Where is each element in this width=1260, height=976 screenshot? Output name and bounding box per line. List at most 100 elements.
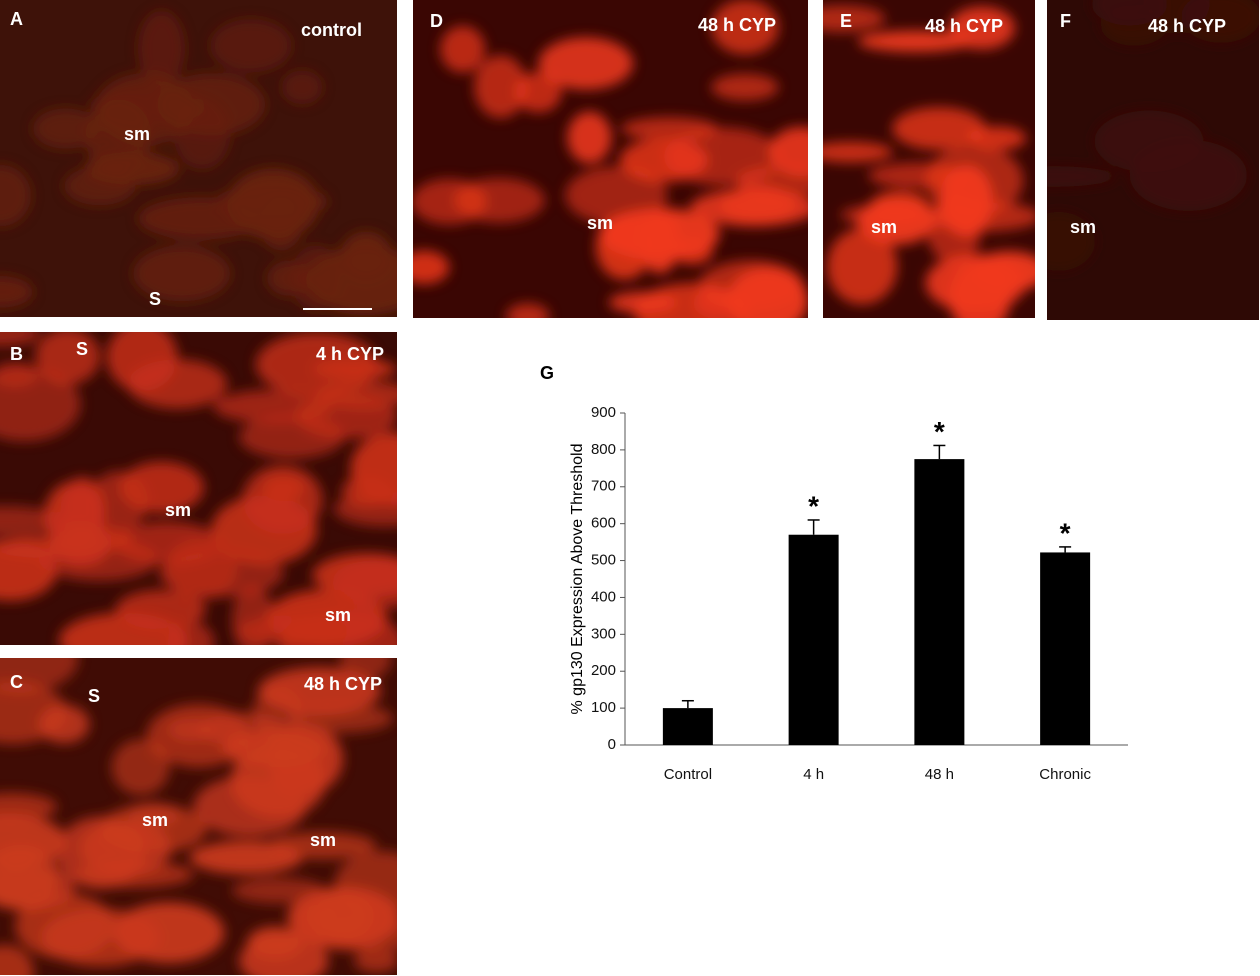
x-tick-label: 48 h [925,766,954,783]
tissue-bundle [255,332,379,397]
micrograph-panel: D 48 h CYP sm [413,0,808,318]
tissue-bundle [693,288,740,318]
tissue-bundle [0,275,34,308]
tissue-label: sm [587,213,613,233]
x-tick-label: 4 h [803,766,824,783]
y-tick-label: 100 [591,699,616,716]
tissue-bundle [1047,211,1096,271]
tissue [0,332,397,645]
tissue-label: S [76,339,88,359]
tissue-bundle [868,191,931,225]
tissue-bundle [167,621,215,645]
error-bar [1059,546,1072,553]
bar [1040,552,1091,745]
panel-label: E [840,11,852,31]
tissue-bundle [768,126,808,177]
y-tick-label: 200 [591,662,616,679]
tissue-bundle [354,948,397,973]
tissue-bundle [258,667,381,716]
tissue-bundle [106,332,178,392]
tissue-bundle [38,704,90,744]
tissue-bundle [689,188,808,227]
panel-caption: 48 h CYP [1148,16,1226,36]
y-tick-label: 500 [591,552,616,569]
tissue-bundle [474,55,527,118]
tissue-bundle [0,366,81,442]
significance-marker: * [808,490,819,521]
tissue-bundle [119,461,204,514]
tissue-bundle [0,540,58,601]
tissue-bundle [1047,166,1116,187]
bar [662,708,713,745]
tissue-bundle [63,166,136,206]
tissue-label: sm [142,810,168,830]
tissue-label: S [149,289,161,309]
tissue-bundle [506,303,550,318]
tissue-bundle [350,432,397,506]
bar [914,459,965,745]
tissue-bundle [35,332,100,385]
x-tick-label: Control [664,766,712,783]
panel-label: D [430,11,443,31]
panel-caption: 48 h CYP [304,674,382,694]
tissue-bundle [95,73,195,145]
tissue-bundle [726,267,808,318]
tissue-bundle [711,0,779,55]
significance-marker: * [934,416,945,447]
micrograph-panel: F 48 h CYP sm [1047,0,1259,320]
tissue-bundle [137,10,186,87]
y-tick-label: 900 [591,404,616,421]
tissue-bundle [0,813,66,869]
panel-caption: 48 h CYP [925,16,1003,36]
tissue-bundle [826,228,898,305]
tissue [0,658,397,975]
error-bar [807,519,820,535]
tissue-bundle [857,30,973,52]
tissue-label: S [88,686,100,706]
y-axis-label: % gp130 Expression Above Threshold [569,444,586,715]
error-bar [933,444,946,460]
tissue-bundle [314,890,373,942]
tissue [0,10,397,316]
tissue-label: sm [124,124,150,144]
y-tick-label: 700 [591,478,616,495]
tissue-bundle [111,739,170,796]
tissue-label: sm [165,500,191,520]
tissue-bundle [892,107,986,150]
tissue-bundle [0,944,34,975]
tissue-bundle [59,612,189,645]
tissue-label: sm [871,217,897,237]
micrograph-panel: E 48 h CYP sm [823,0,1035,318]
tissue-bundle [0,332,41,347]
tissue-bundle [567,111,612,164]
tissue-label: sm [310,830,336,850]
tissue-bundle [1091,0,1168,26]
tissue-bundle [565,166,668,225]
micrograph-panel: C 48 h CYP Ssm sm [0,658,397,975]
tissue-bundle [305,245,397,316]
tissue-bundle [711,73,779,101]
panel-caption: control [301,20,362,40]
tissue-bundle [133,245,231,302]
tissue-bundle [1181,0,1259,43]
tissue-bundle [44,481,105,552]
y-tick-label: 300 [591,625,616,642]
tissue-bundle [949,260,1011,318]
tissue-bundle [32,108,99,149]
tissue-bundle [823,5,886,32]
tissue-bundle [138,197,263,240]
tissue-bundle [79,820,172,877]
tissue-bundle [0,164,32,227]
tissue-bundle [1129,139,1248,211]
panel-label: B [10,344,23,364]
error-bar [681,699,694,709]
panel-caption: 48 h CYP [698,15,776,35]
tissue-bundle [925,145,1024,216]
tissue-bundle [146,703,251,768]
tissue-bundle [281,70,323,105]
tissue-bundle [295,394,397,439]
tissue-bundle [672,238,714,265]
